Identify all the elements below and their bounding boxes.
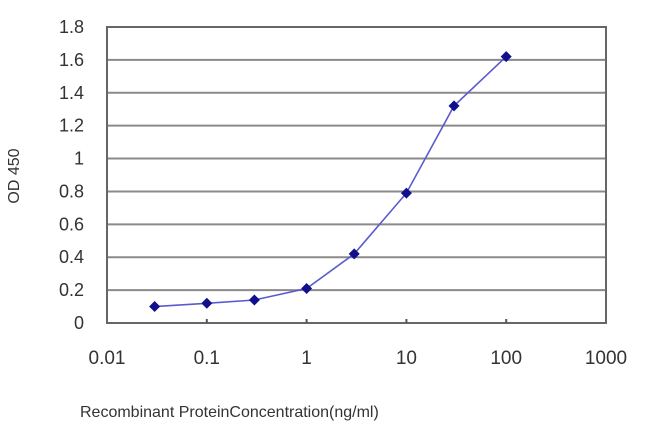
data-point-marker — [448, 100, 460, 112]
y-tick-label: 0.2 — [59, 280, 84, 300]
data-point-markers — [149, 51, 512, 313]
x-tick-label: 0.1 — [194, 348, 220, 369]
x-tick-label: 100 — [490, 348, 522, 369]
y-tick-label: 1.2 — [59, 116, 84, 136]
data-point-marker — [248, 294, 260, 306]
data-point-marker — [500, 51, 512, 63]
x-axis-tick-labels: 0.01 0.1 1 10 100 1000 — [89, 348, 628, 369]
y-tick-label: 1.4 — [59, 83, 84, 103]
y-axis-title: OD 450 — [6, 148, 23, 203]
x-tick-label: 1000 — [585, 348, 627, 369]
y-axis-tick-labels: 0 0.2 0.4 0.6 0.8 1 1.2 1.4 1.6 1.8 — [59, 17, 84, 333]
y-tick-label: 0 — [74, 313, 84, 333]
y-tick-label: 0.6 — [59, 214, 84, 234]
y-tick-label: 0.4 — [59, 247, 84, 267]
plot-frame — [106, 26, 607, 324]
x-axis-title: Recombinant ProteinConcentration(ng/ml) — [80, 404, 379, 421]
y-tick-label: 1 — [74, 149, 84, 169]
y-tick-label: 0.8 — [59, 181, 84, 201]
x-tick-label: 0.01 — [89, 348, 126, 369]
y-tick-label: 1.6 — [59, 50, 84, 70]
x-tick-label: 10 — [396, 348, 417, 369]
gridlines — [107, 58, 606, 292]
x-tick-label: 1 — [301, 348, 312, 369]
y-tick-label: 1.8 — [59, 17, 84, 37]
data-point-marker — [149, 301, 161, 313]
data-point-marker — [301, 282, 313, 294]
x-tick-marks — [205, 319, 508, 323]
data-point-marker — [400, 187, 412, 199]
data-point-marker — [201, 297, 213, 309]
data-point-marker — [348, 248, 360, 260]
series-line — [154, 56, 507, 308]
